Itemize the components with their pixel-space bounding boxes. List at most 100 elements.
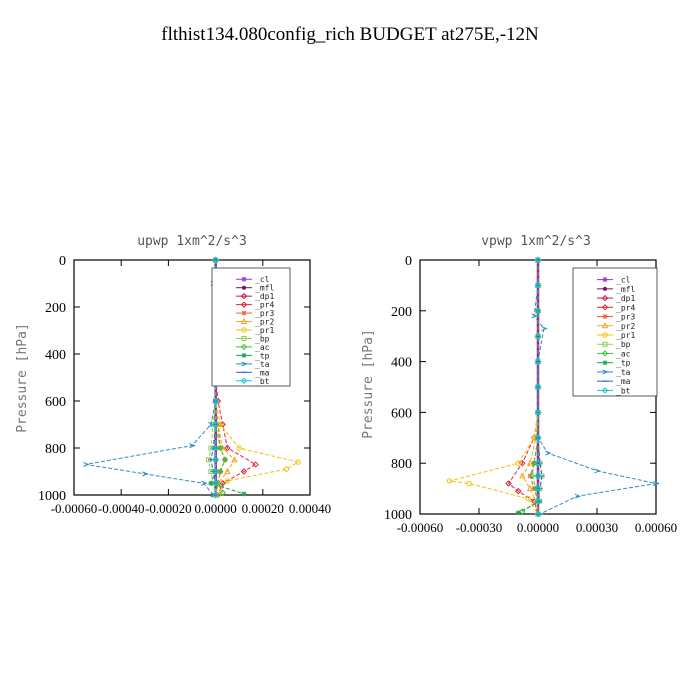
legend-item: _ta (236, 360, 270, 369)
data-point (219, 489, 226, 496)
legend-label: _ma (255, 368, 270, 377)
plot-frame (73, 259, 311, 496)
data-point (446, 478, 453, 484)
legend-item: _tp (597, 359, 631, 368)
data-point (466, 480, 472, 487)
legend: _cl_mfl_dp1_pr4_pr3_pr2_pr1_bp_ac_tp_ta_… (572, 267, 658, 397)
data-point (252, 461, 259, 468)
data-point (534, 498, 542, 505)
x-tick-label: -0.00040 (98, 501, 145, 516)
chart-title: vpwp 1xm^2/s^3 (481, 234, 591, 249)
legend-marker (240, 343, 248, 351)
x-tick-label: 0.00040 (289, 501, 331, 516)
legend-item: _tp (236, 351, 270, 360)
legend-item: _bt (597, 386, 631, 395)
y-tick-label: 200 (45, 301, 66, 316)
legend-label: _cl (255, 275, 270, 284)
legend-item: _ma (597, 377, 631, 386)
legend: _cl_mfl_dp1_pr4_pr3_pr2_pr1_bp_ac_tp_ta_… (211, 267, 291, 387)
legend-marker (602, 277, 608, 283)
data-point (219, 480, 226, 487)
data-point (295, 459, 301, 465)
data-point (83, 461, 90, 467)
y-tick-label: 200 (391, 305, 412, 320)
legend-label: _bp (255, 334, 270, 343)
data-point (240, 468, 248, 475)
data-point (241, 491, 247, 497)
data-point (534, 282, 542, 289)
data-point (142, 471, 149, 477)
data-point (534, 358, 542, 365)
legend-marker (602, 360, 608, 366)
data-point (212, 256, 219, 264)
chart-title: upwp 1xm^2/s^3 (137, 234, 247, 249)
legend-marker (601, 387, 609, 394)
legend-item: _ac (597, 349, 631, 358)
legend-marker (602, 332, 608, 338)
legend-item: _ta (597, 368, 631, 377)
data-point (534, 409, 542, 416)
legend-label: _ma (616, 377, 631, 386)
y-tick-label: 400 (391, 356, 412, 371)
legend-label: _pr3 (616, 313, 635, 322)
data-point (534, 256, 542, 264)
data-point (224, 444, 231, 452)
legend-label: _pr1 (616, 331, 635, 340)
data-point (515, 487, 522, 495)
legend-label: _bp (616, 340, 631, 349)
vpwp-chart: vpwp 1xm^2/s^3 Pressure [hPa] -0.00060 -0… (361, 234, 677, 535)
legend-item: _pr4 (597, 303, 635, 312)
legend-item: _mfl (236, 284, 274, 293)
data-point (224, 467, 231, 474)
data-point (505, 480, 512, 487)
legend-marker (601, 322, 609, 329)
legend-item: _ma (236, 368, 270, 377)
legend-marker (601, 350, 609, 357)
y-tick-label: 600 (391, 406, 412, 421)
y-tick-label: 1000 (38, 489, 66, 504)
y-axis-label: Pressure [hPa] (361, 329, 376, 439)
legend-marker (602, 341, 608, 347)
data-point (212, 397, 219, 405)
legend-item: _bp (597, 340, 631, 349)
data-point (519, 508, 526, 515)
legend-label: _pr3 (255, 309, 274, 318)
legend-marker (241, 361, 248, 367)
y-axis-label: Pressure [hPa] (15, 323, 30, 433)
legend-item: _pr2 (236, 318, 274, 327)
legend-marker (241, 327, 247, 333)
legend-marker (601, 294, 609, 302)
y-tick-label: 0 (405, 254, 412, 269)
plot-area: -0.00060 -0.00040 -0.00020 0.00000 0.00020 0.… (38, 254, 331, 516)
legend-label: _ac (616, 349, 631, 358)
legend-label: _pr4 (616, 303, 635, 312)
x-tick-label: 0.00000 (517, 520, 559, 535)
legend-label: _bt (616, 386, 631, 395)
series_bt (534, 256, 542, 518)
legend-marker (241, 276, 247, 282)
data-point (541, 326, 548, 332)
legend-item: _cl (236, 275, 270, 284)
data-point (283, 466, 290, 472)
legend-item: _pr4 (236, 301, 274, 310)
data-point (535, 473, 541, 479)
data-point (534, 485, 542, 492)
data-point (212, 456, 219, 463)
data-point (545, 450, 552, 456)
x-tick-label: -0.00060 (397, 520, 444, 535)
data-point (219, 444, 227, 451)
data-point (212, 444, 219, 452)
legend-label: _pr1 (255, 326, 274, 335)
legend-marker (240, 318, 248, 325)
legend-item: _pr1 (236, 326, 274, 335)
legend-label: _ac (255, 343, 270, 352)
data-point (653, 481, 660, 486)
data-point (212, 491, 219, 499)
y-tick-label: 600 (45, 395, 66, 410)
legend-item: _pr1 (597, 331, 635, 340)
data-point (534, 332, 542, 340)
legend-marker (241, 310, 247, 316)
data-point (212, 480, 219, 487)
legend-marker (602, 314, 608, 320)
legend-item: _ac (236, 343, 270, 352)
